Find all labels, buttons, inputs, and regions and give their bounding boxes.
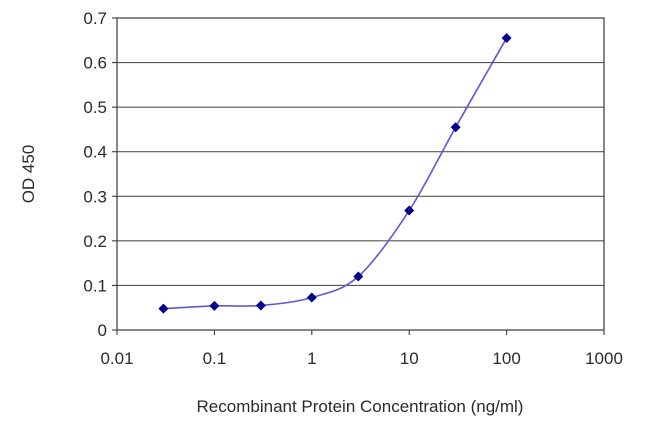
data-point [209,300,220,311]
y-tick-label: 0.5 [83,98,107,117]
y-tick-label: 0 [98,321,107,340]
x-axis-title: Recombinant Protein Concentration (ng/ml… [197,397,524,416]
data-point [450,122,461,133]
plot-background [117,18,604,330]
series-group [158,33,512,314]
y-tick-label: 0.2 [83,232,107,251]
y-axis-title: OD 450 [19,145,38,204]
y-tick-label: 0.1 [83,276,107,295]
data-point [306,292,317,303]
data-point [353,271,364,282]
data-point [255,300,266,311]
y-axis-ticks: 0 0.1 0.2 0.3 0.4 0.5 0.6 0.7 [83,9,117,340]
x-tick-label: 1 [307,349,316,368]
y-tick-label: 0.4 [83,143,107,162]
x-tick-label: 0.1 [203,349,227,368]
x-tick-label: 1000 [585,349,623,368]
x-axis-ticks: 0.01 0.1 1 10 100 1000 [100,330,623,368]
x-tick-label: 100 [492,349,520,368]
x-tick-label: 0.01 [100,349,133,368]
y-tick-label: 0.6 [83,54,107,73]
data-point [501,33,512,44]
data-point [404,205,415,216]
y-tick-label: 0.3 [83,187,107,206]
data-point [158,303,169,314]
x-tick-label: 10 [400,349,419,368]
gridlines [117,62,604,286]
plot-frame [116,17,605,331]
y-tick-label: 0.7 [83,9,107,28]
